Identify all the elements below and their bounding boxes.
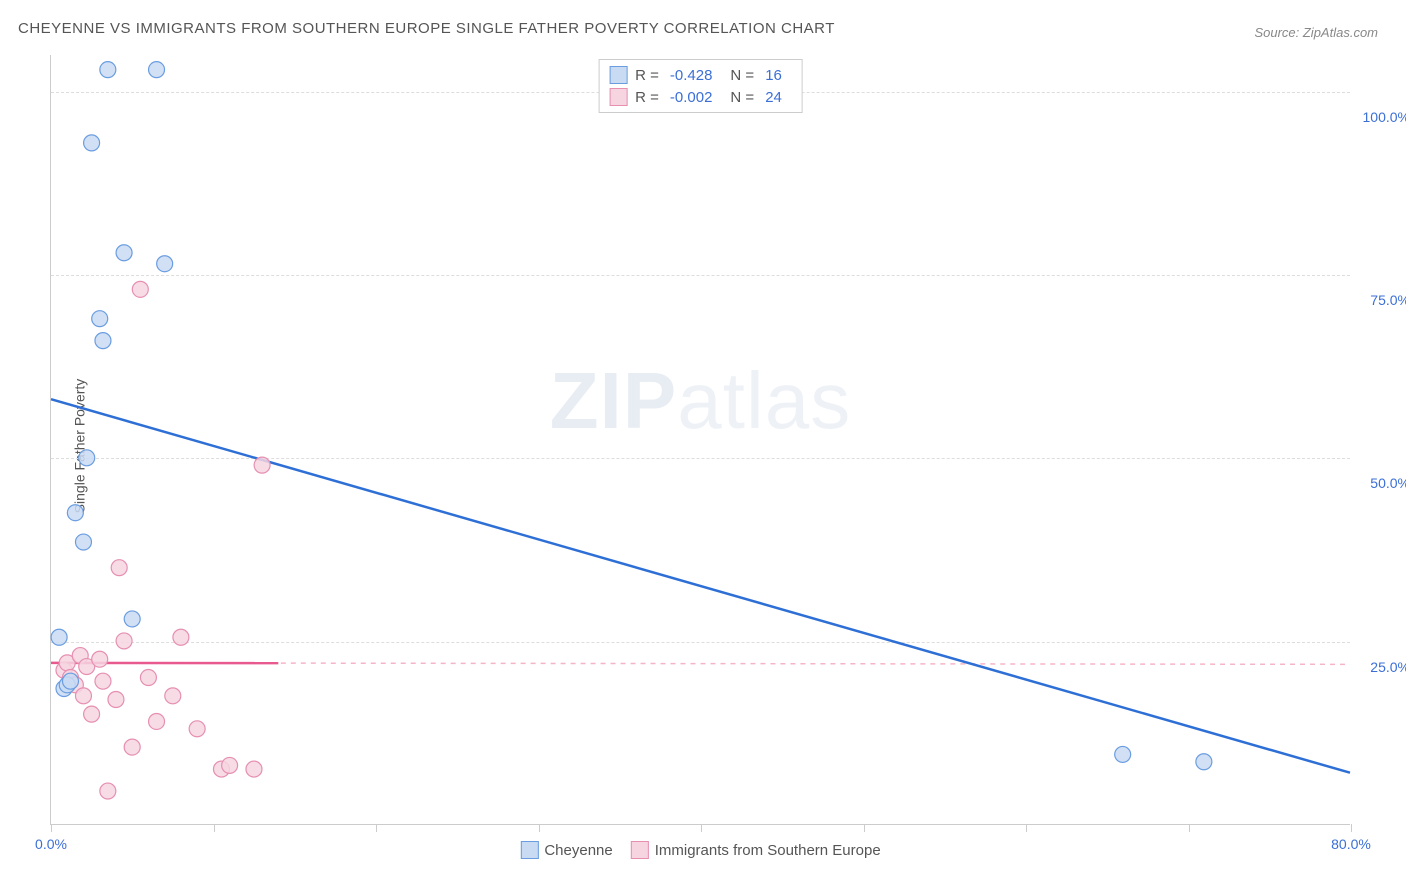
- x-tick: [539, 824, 540, 832]
- legend-item-cheyenne: Cheyenne: [520, 841, 612, 859]
- x-tick: [864, 824, 865, 832]
- legend-r-label: R =: [635, 89, 659, 106]
- legend-r-label: R =: [635, 67, 659, 84]
- x-tick: [1189, 824, 1190, 832]
- x-tick: [1026, 824, 1027, 832]
- y-tick-label: 50.0%: [1355, 475, 1406, 491]
- x-tick: [1351, 824, 1352, 832]
- x-tick-label: 80.0%: [1331, 836, 1371, 852]
- x-tick: [214, 824, 215, 832]
- legend-swatch-cheyenne-icon: [520, 841, 538, 859]
- legend-n-label: N =: [730, 67, 754, 84]
- legend-swatch-southern-europe-icon: [631, 841, 649, 859]
- y-tick-label: 75.0%: [1355, 292, 1406, 308]
- y-tick-label: 100.0%: [1355, 109, 1406, 125]
- source-attribution: Source: ZipAtlas.com: [1254, 25, 1378, 40]
- legend-r-value-southern-europe: -0.002: [670, 89, 713, 106]
- x-tick: [376, 824, 377, 832]
- legend-n-label: N =: [730, 89, 754, 106]
- legend-label-cheyenne: Cheyenne: [544, 842, 612, 859]
- x-tick-label: 0.0%: [35, 836, 67, 852]
- legend-row-southern-europe: R = -0.002 N = 24: [609, 86, 792, 108]
- legend-item-southern-europe: Immigrants from Southern Europe: [631, 841, 881, 859]
- x-tick: [51, 824, 52, 832]
- series-legend: Cheyenne Immigrants from Southern Europe: [520, 841, 880, 859]
- correlation-legend: R = -0.428 N = 16 R = -0.002 N = 24: [598, 59, 803, 113]
- y-tick-label: 25.0%: [1355, 659, 1406, 675]
- legend-swatch-southern-europe: [609, 88, 627, 106]
- x-tick: [701, 824, 702, 832]
- legend-n-value-cheyenne: 16: [765, 67, 782, 84]
- legend-row-cheyenne: R = -0.428 N = 16: [609, 64, 792, 86]
- legend-n-value-southern-europe: 24: [765, 89, 782, 106]
- chart-title: CHEYENNE VS IMMIGRANTS FROM SOUTHERN EUR…: [18, 20, 835, 37]
- legend-label-southern-europe: Immigrants from Southern Europe: [655, 842, 881, 859]
- legend-r-value-cheyenne: -0.428: [670, 67, 713, 84]
- scatter-plot-svg: [51, 55, 1350, 824]
- legend-swatch-cheyenne: [609, 66, 627, 84]
- plot-area: ZIPatlas 25.0%50.0%75.0%100.0% R = -0.42…: [50, 55, 1350, 825]
